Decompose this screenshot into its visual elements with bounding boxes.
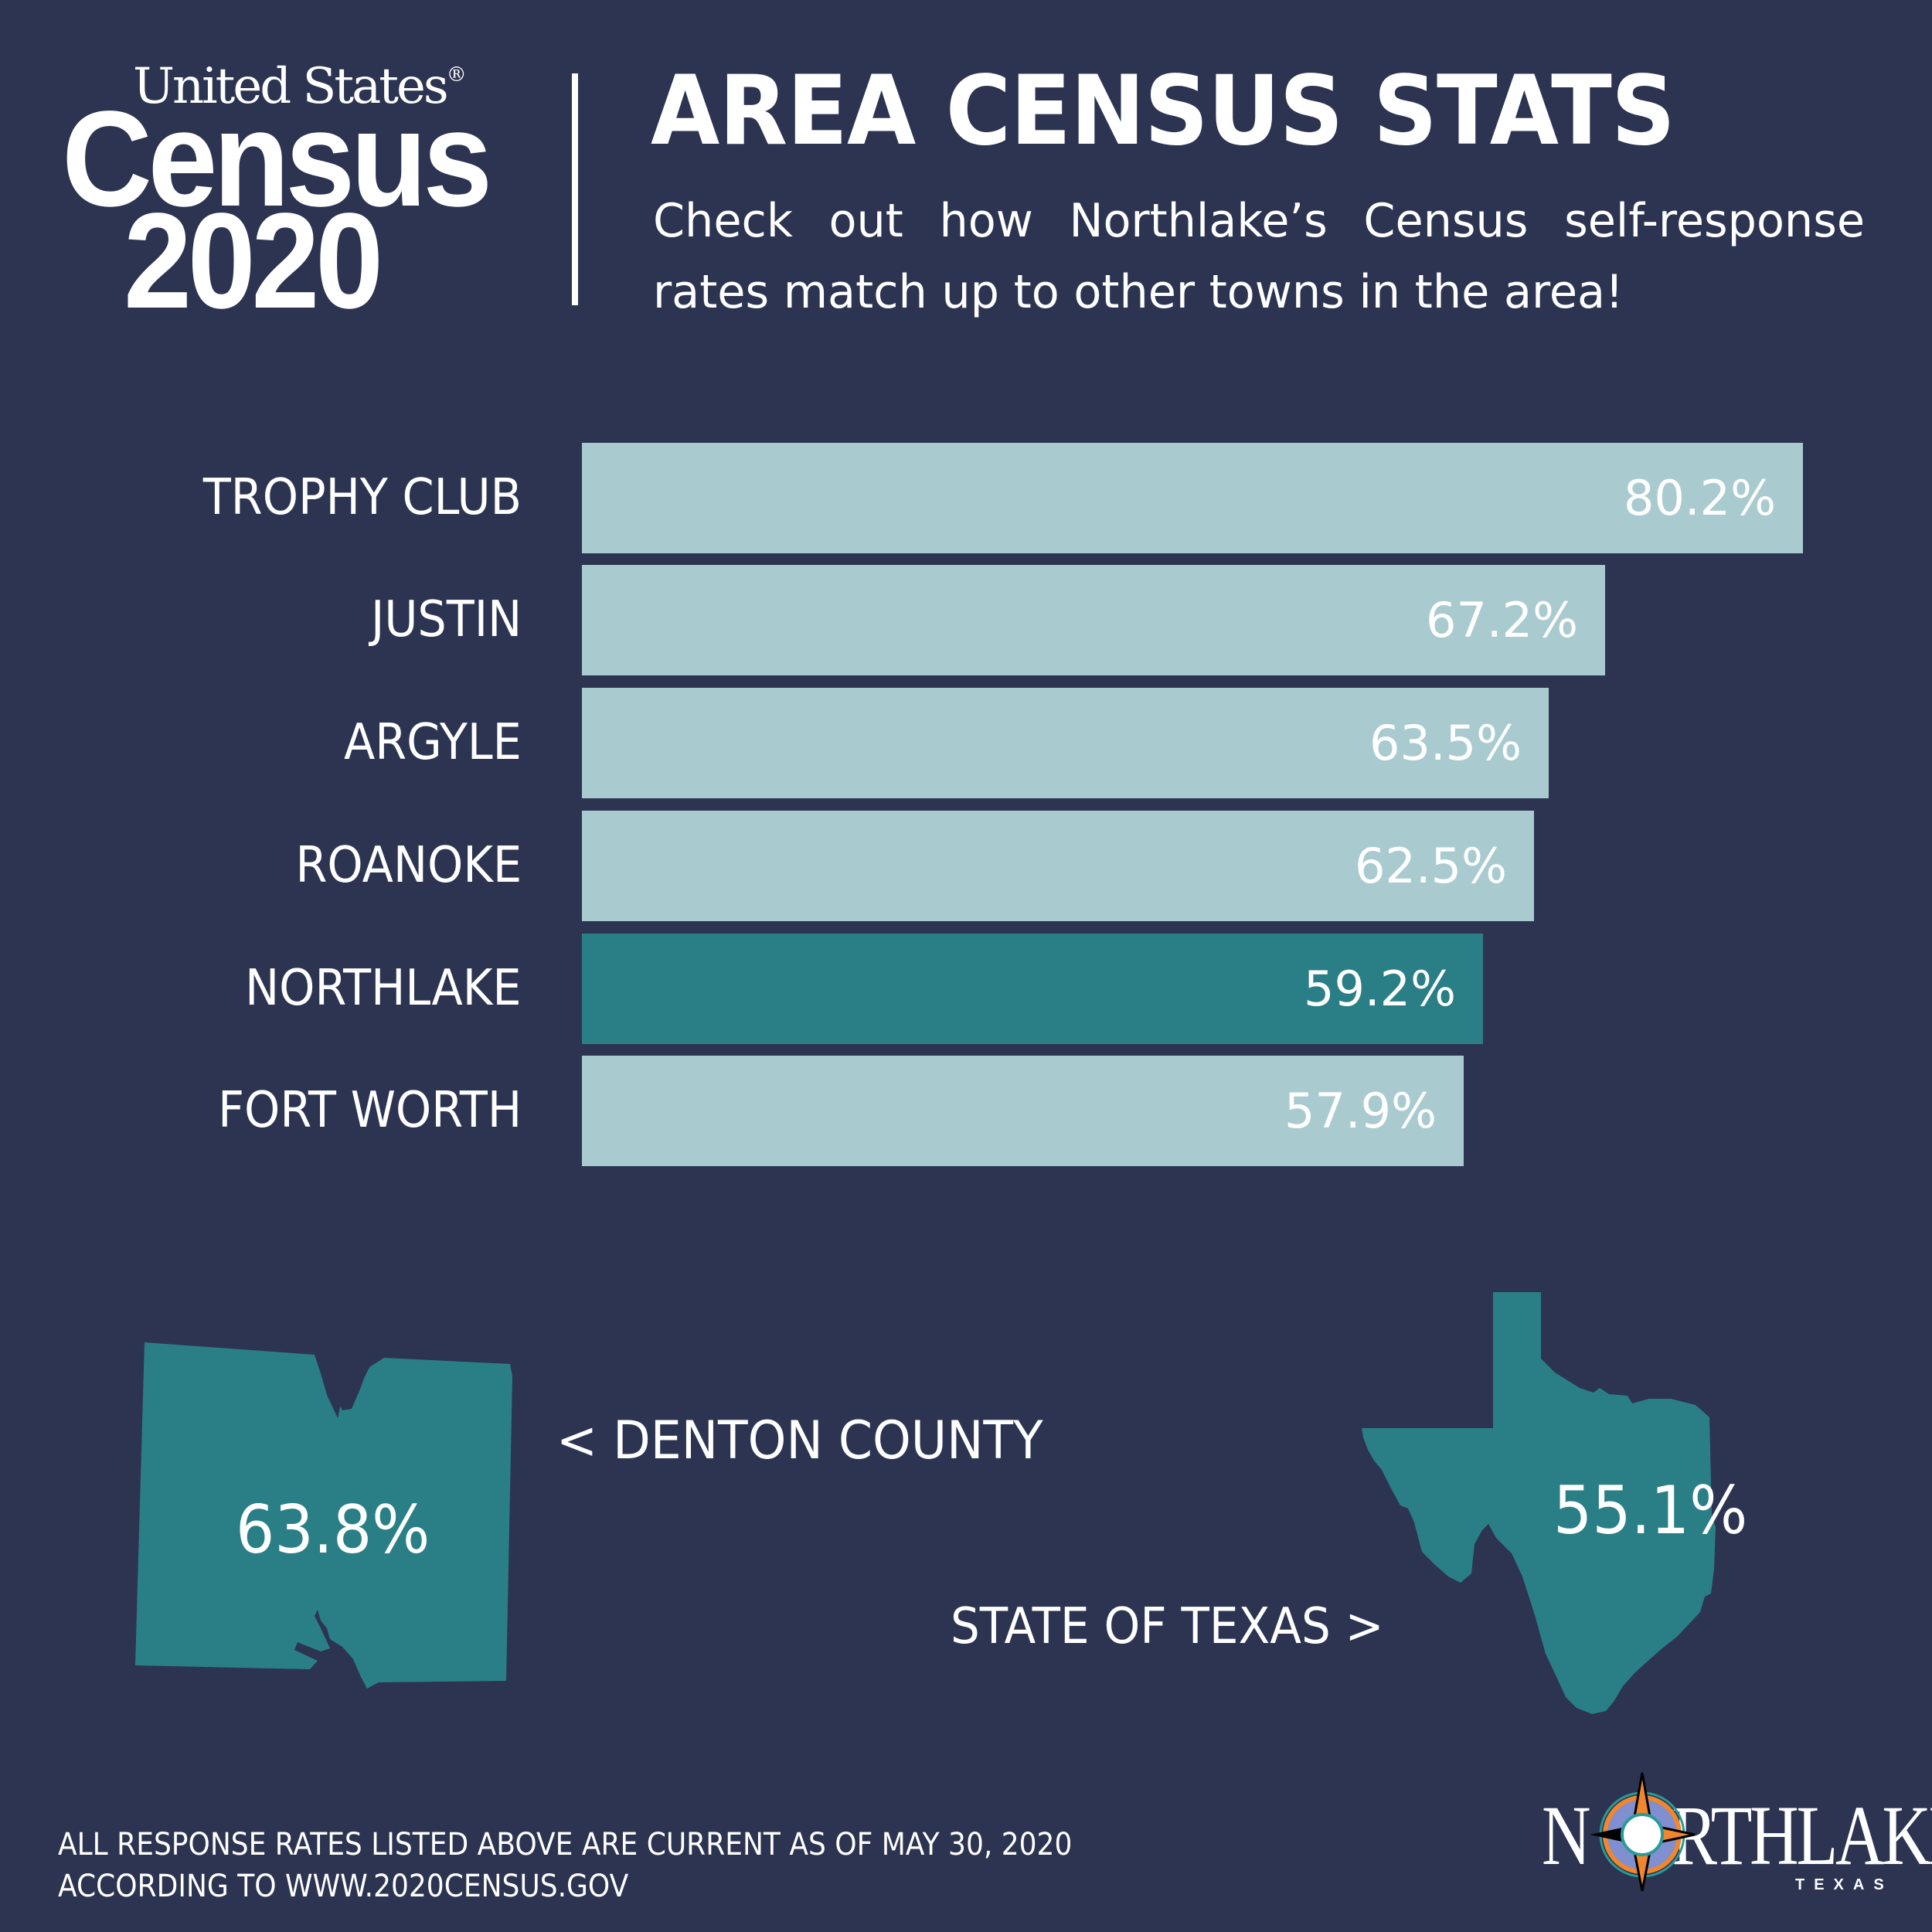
census-logo-line1: United States	[133, 58, 449, 115]
bar-value: 62.5%	[1355, 838, 1507, 894]
county-value: 63.8%	[236, 1492, 430, 1569]
bar-label: FORT WORTH	[218, 1082, 522, 1139]
compass-rose-icon	[1590, 1772, 1696, 1891]
chart-row-argyle: ARGYLE 63.5%	[0, 688, 1932, 798]
northlake-wordmark: NRTHLAKE	[1542, 1793, 1932, 1878]
chart-row-northlake: NORTHLAKE 59.2%	[0, 934, 1932, 1044]
chart-row-fort-worth: FORT WORTH 57.9%	[0, 1056, 1932, 1166]
chart-row-justin: JUSTIN 67.2%	[0, 565, 1932, 675]
page-subtitle: Check out how Northlake’s Census self-re…	[653, 194, 1865, 319]
page-title: AREA CENSUS STATS	[651, 56, 1675, 167]
bar-roanoke: 62.5%	[582, 811, 1534, 921]
bar-value: 57.9%	[1284, 1083, 1437, 1139]
bar-label: ROANOKE	[295, 837, 522, 894]
bar-argyle: 63.5%	[582, 688, 1549, 798]
bar-justin: 67.2%	[582, 565, 1605, 675]
state-label: STATE OF TEXAS >	[951, 1598, 1384, 1655]
denton-county-map-icon	[135, 1342, 512, 1689]
census-logo-word: Census	[62, 83, 492, 235]
footnote-line1: ALL RESPONSE RATES LISTED ABOVE ARE CURR…	[58, 1827, 1073, 1862]
chart-row-trophy-club: TROPHY CLUB 80.2%	[0, 443, 1932, 553]
census-logo-united-states: United States®	[133, 62, 467, 111]
northlake-logo: NRTHLAKE TEXAS	[1534, 1770, 1932, 1901]
chart-row-roanoke: ROANOKE 62.5%	[0, 811, 1932, 921]
footnote: ALL RESPONSE RATES LISTED ABOVE ARE CURR…	[58, 1824, 1072, 1907]
bar-trophy-club: 80.2%	[582, 443, 1803, 553]
bar-value: 80.2%	[1624, 470, 1776, 526]
registered-mark: ®	[446, 63, 467, 87]
county-label: < DENTON COUNTY	[556, 1410, 1043, 1471]
bar-label: NORTHLAKE	[245, 960, 522, 1017]
state-value: 55.1%	[1553, 1472, 1748, 1549]
wordmark-rthlake: RTHLAKE	[1672, 1788, 1932, 1883]
census-logo-year: 2020	[124, 185, 383, 337]
bar-northlake-highlighted: 59.2%	[582, 934, 1483, 1044]
bar-value: 67.2%	[1426, 592, 1578, 648]
texas-map-icon	[1362, 1292, 1716, 1714]
bar-value: 63.5%	[1369, 715, 1522, 771]
wordmark-n: N	[1542, 1788, 1591, 1883]
bar-fort-worth: 57.9%	[582, 1056, 1464, 1166]
bar-value: 59.2%	[1304, 961, 1456, 1017]
header-divider	[572, 73, 578, 305]
footnote-line2: ACCORDING TO WWW.2020CENSUS.GOV	[58, 1869, 629, 1904]
bar-label: ARGYLE	[344, 714, 522, 771]
bar-label: TROPHY CLUB	[202, 469, 522, 526]
northlake-logo-texas: TEXAS	[1795, 1876, 1893, 1893]
bar-label: JUSTIN	[370, 591, 522, 648]
